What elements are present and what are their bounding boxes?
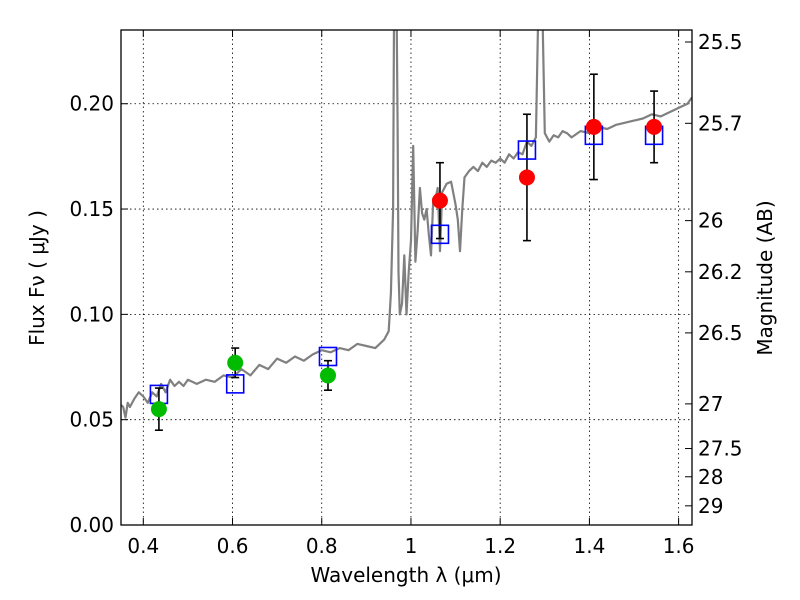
x-tick-label: 1: [405, 534, 418, 558]
model-photometry-square: [517, 140, 537, 160]
x-tick-label: 1.6: [663, 534, 695, 558]
y-axis-label-left: Flux Fν ( μJy ): [25, 210, 49, 346]
observed-optical-point: [150, 401, 167, 418]
magnitude-tick-label: 29: [698, 494, 723, 518]
model-photometry-square: [318, 346, 338, 367]
x-tick-label: 1.4: [573, 534, 605, 558]
y-tick-label: 0.20: [69, 92, 114, 116]
magnitude-tick-label: 26.2: [698, 260, 743, 284]
x-axis-label: Wavelength λ (μm): [310, 563, 501, 587]
y-tick-label: 0.15: [69, 197, 114, 221]
magnitude-tick-label: 26: [698, 209, 723, 233]
magnitude-tick-label: 25.5: [698, 30, 743, 54]
y-tick-label: 0.05: [69, 408, 114, 432]
model-photometry-square: [430, 224, 450, 245]
magnitude-tick-label: 28: [698, 465, 723, 489]
axis-ticks: 0.4 0.6 0.8 1 1.2 1.4 1.6 0.00 0.05 0.10 0.15 0.20 2…: [69, 30, 743, 558]
observed-nir-point: [431, 192, 448, 209]
magnitude-tick-label: 25.7: [698, 111, 743, 135]
observed-optical-point: [319, 367, 336, 384]
plot-frame: [120, 29, 693, 526]
magnitude-tick-label: 27: [698, 392, 723, 416]
grid: [121, 30, 692, 525]
x-tick-label: 1.2: [484, 534, 516, 558]
x-tick-label: 0.6: [217, 534, 249, 558]
magnitude-tick-label: 26.5: [698, 321, 743, 345]
y-tick-label: 0.00: [69, 513, 114, 537]
observed-optical-point: [227, 354, 244, 371]
observed-nir-point: [585, 118, 602, 135]
y-axis-label-right: Magnitude (AB): [753, 200, 777, 355]
spectrum-line: [121, 30, 692, 419]
observed-nir-point: [518, 169, 535, 186]
x-tick-label: 0.4: [127, 534, 159, 558]
magnitude-tick-label: 27.5: [698, 437, 743, 461]
y-tick-label: 0.10: [69, 302, 114, 326]
observed-nir-point: [646, 118, 663, 135]
data-markers: [149, 118, 664, 418]
x-tick-label: 0.8: [306, 534, 338, 558]
model-photometry-square: [225, 374, 245, 394]
model-spectrum: [121, 30, 692, 419]
